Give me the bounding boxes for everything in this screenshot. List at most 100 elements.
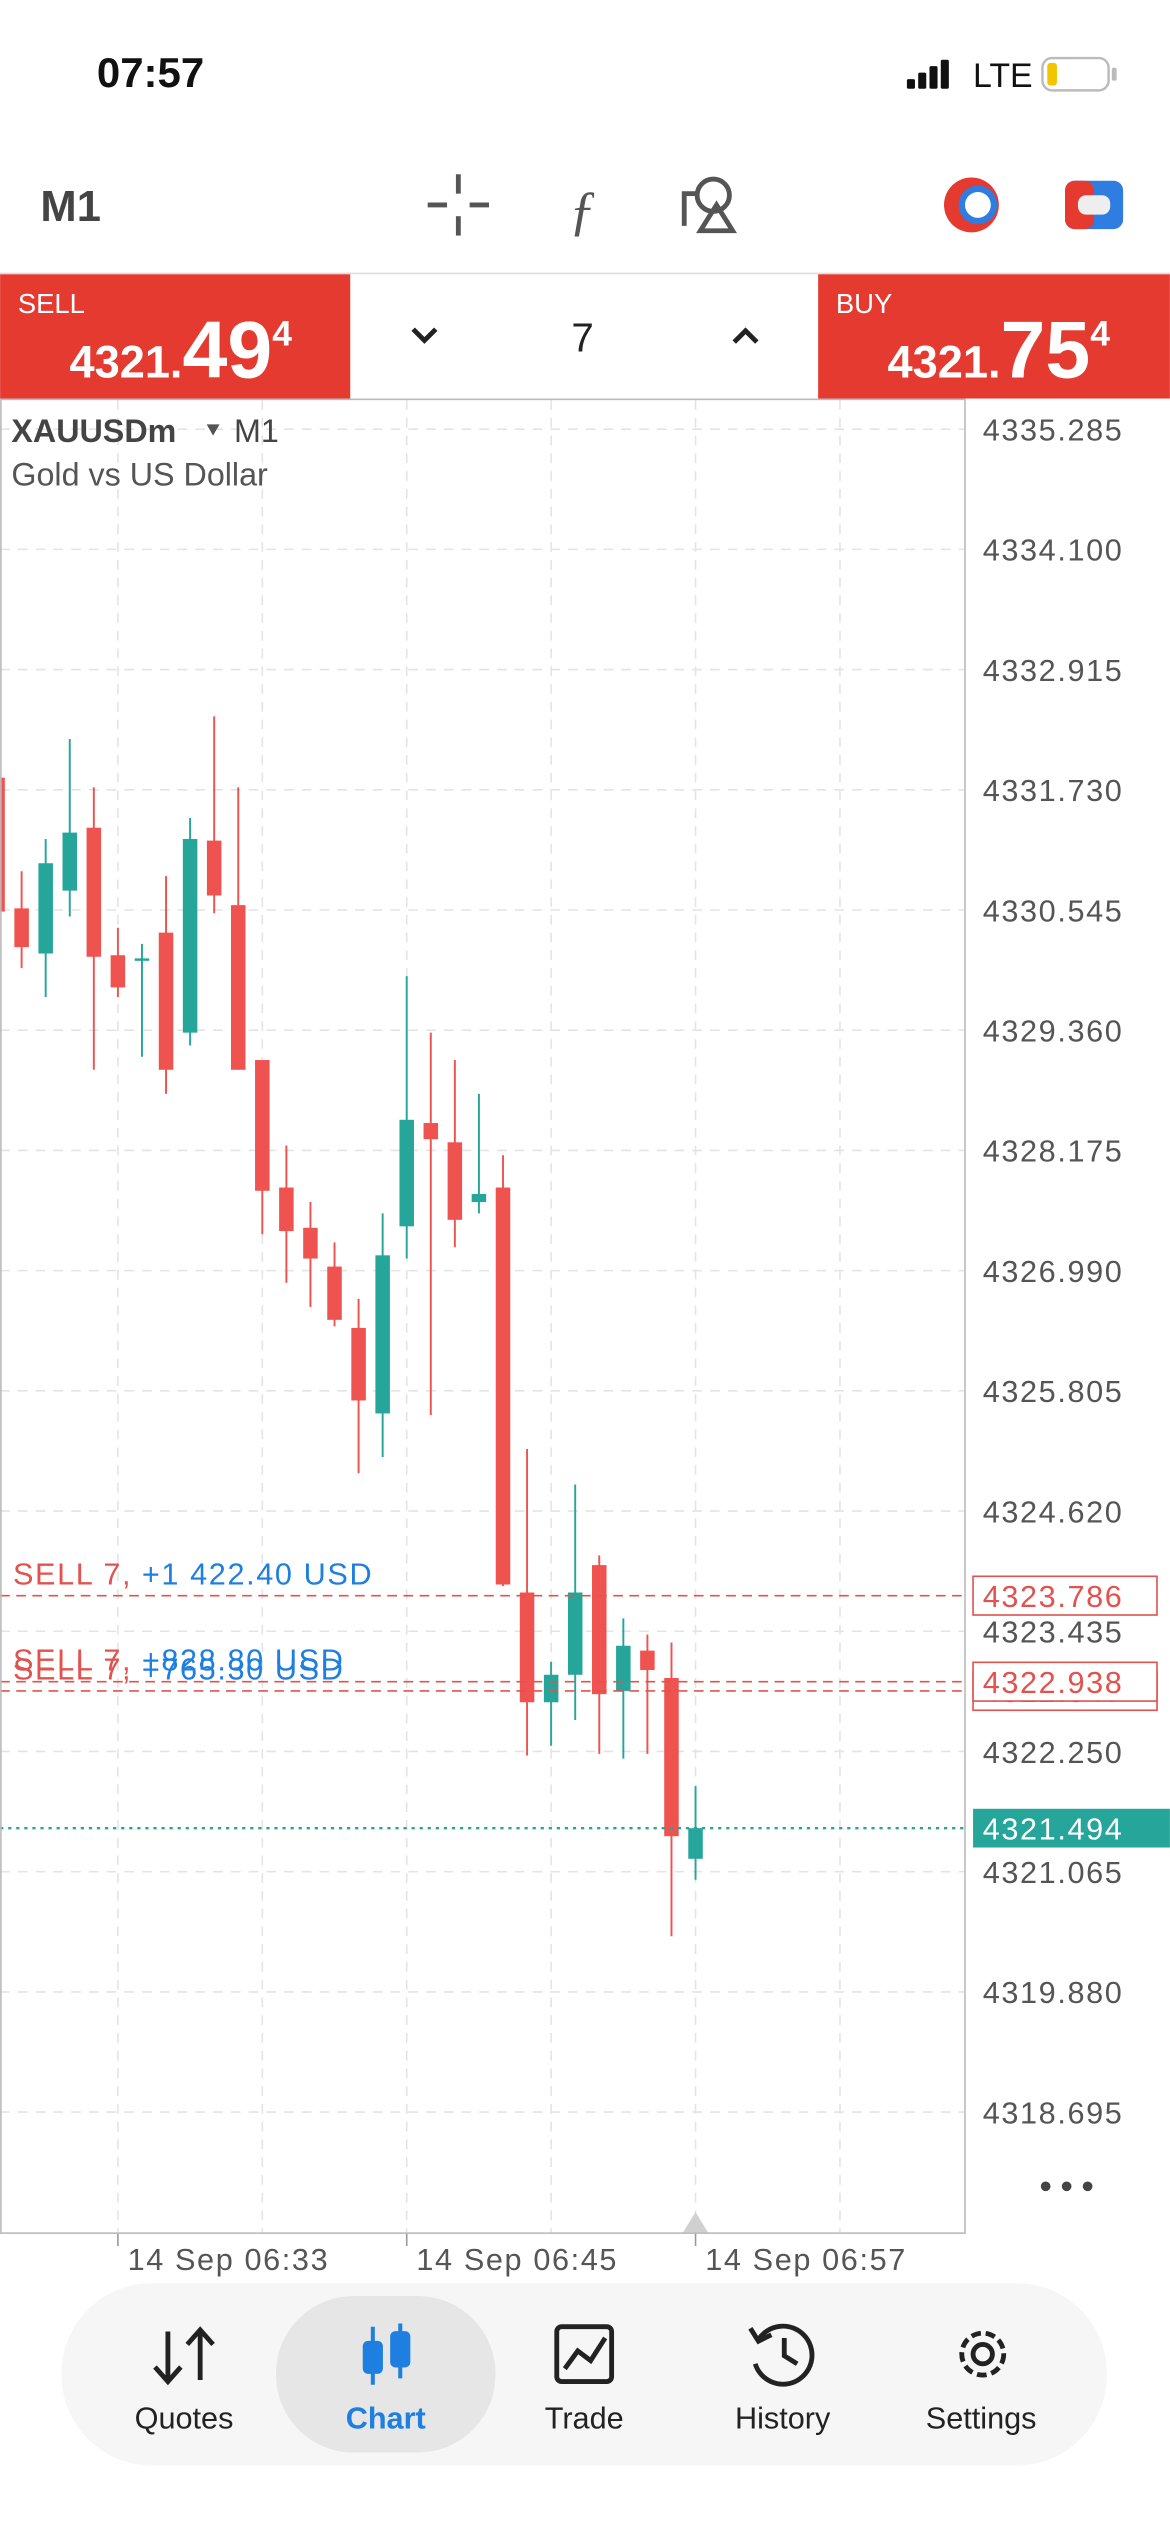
sell-price: 4321.494	[69, 306, 292, 396]
candle-body	[423, 1123, 439, 1140]
y-tick-label: 4319.880	[983, 1976, 1124, 2010]
timeframe-button[interactable]: M1	[40, 183, 101, 231]
order-label: SELL 7, +1 422.40 USD	[13, 1557, 373, 1591]
network-type: LTE	[973, 57, 1033, 95]
volume[interactable]: 7	[571, 315, 593, 361]
buy-price: 4321.754	[888, 306, 1111, 396]
order-price-box	[972, 1661, 1158, 1702]
y-tick-label: 4335.285	[983, 413, 1124, 447]
y-tick-label: 4323.435	[983, 1616, 1124, 1650]
nav-item[interactable]: Quotes	[135, 2401, 234, 2435]
candle-body	[640, 1650, 655, 1671]
candle-body	[110, 955, 126, 988]
buy-price-sup: 4	[1090, 313, 1110, 353]
y-tick-label: 4321.065	[983, 1856, 1124, 1890]
y-tick-label: 4331.730	[983, 774, 1124, 808]
crosshair-icon[interactable]	[427, 174, 489, 236]
plot-border	[0, 398, 966, 2234]
x-tick-label: 14 Sep 06:45	[416, 2243, 618, 2277]
candle-body	[351, 1327, 366, 1401]
candle-body	[303, 1227, 318, 1259]
candle-body	[255, 1060, 270, 1191]
y-tick-label: 4325.805	[983, 1375, 1124, 1409]
candle-body	[134, 958, 150, 961]
y-tick-label: 4334.100	[983, 534, 1124, 568]
y-tick-label: 4328.175	[983, 1135, 1124, 1169]
quotes-icon	[153, 2326, 215, 2386]
candle-body	[62, 832, 78, 891]
order-price-label: 4322.938	[983, 1666, 1124, 1700]
bid-price-box	[973, 1808, 1170, 1848]
y-tick-label: 4322.250	[983, 1736, 1124, 1770]
candle-body	[14, 908, 29, 948]
y-tick-label: 4324.620	[983, 1495, 1124, 1529]
signal-icon	[906, 59, 949, 89]
nav-item[interactable]: Settings	[926, 2401, 1037, 2435]
trade-nav-icon	[554, 2324, 615, 2384]
candle-body	[375, 1255, 390, 1414]
symbol-dropdown[interactable]	[206, 424, 220, 436]
candle-body	[279, 1187, 294, 1232]
trade-icon[interactable]	[1065, 180, 1124, 230]
x-tick-label: 14 Sep 06:57	[705, 2243, 907, 2277]
y-tick-label: 4326.990	[983, 1255, 1124, 1289]
chart-timeframe: M1	[234, 413, 279, 449]
y-tick-label: 4332.915	[983, 654, 1124, 688]
candle-body	[327, 1266, 342, 1320]
candle-body	[206, 840, 222, 896]
symbol-description: Gold vs US Dollar	[11, 457, 268, 493]
nav-bar	[61, 2283, 1107, 2466]
y-tick-label: 4318.695	[983, 2096, 1124, 2130]
sell-button[interactable]	[0, 274, 351, 399]
account-icon[interactable]	[944, 177, 999, 233]
objects-icon[interactable]	[681, 176, 738, 234]
candle-body	[38, 863, 53, 954]
bid-price-label: 4321.494	[983, 1812, 1124, 1846]
buy-price-main: 4321.	[888, 337, 1001, 388]
sell-price-main: 4321.	[69, 337, 182, 388]
candle-body	[519, 1592, 535, 1703]
candle-body	[399, 1119, 414, 1227]
sell-label: SELL	[18, 288, 85, 319]
candle-body	[471, 1193, 487, 1203]
volume-up[interactable]	[732, 327, 759, 344]
order-label: SELL 7, +765.30 USD	[13, 1653, 344, 1687]
y-tick-label: 4330.545	[983, 894, 1124, 928]
order-profit: +765.30 USD	[142, 1653, 345, 1687]
candle-body	[158, 932, 174, 1070]
nav-item[interactable]: Chart	[346, 2401, 426, 2435]
volume-down[interactable]	[411, 327, 438, 344]
order-profit: +828.80 USD	[142, 1643, 345, 1677]
nav-item[interactable]: Trade	[545, 2401, 624, 2435]
more-button[interactable]	[1040, 2181, 1093, 2192]
symbol: XAUUSDm	[11, 413, 176, 449]
sell-price-sup: 4	[272, 313, 292, 353]
battery-icon	[1041, 56, 1117, 92]
clock: 07:57	[97, 49, 204, 96]
chart-icon	[362, 2323, 411, 2385]
candle-body	[592, 1565, 607, 1695]
buy-button[interactable]	[818, 274, 1170, 399]
x-tick-label: 14 Sep 06:33	[128, 2243, 330, 2277]
candle-body	[447, 1142, 463, 1220]
candle-body	[86, 827, 102, 957]
indicators-icon[interactable]: ƒ	[569, 180, 596, 241]
order-price-label: 4323.786	[983, 1580, 1124, 1614]
order-profit: +1 422.40 USD	[142, 1557, 373, 1591]
order-side: SELL 7,	[13, 1557, 132, 1591]
y-tick-label: 4329.360	[983, 1015, 1124, 1049]
order-side: SELL 7,	[13, 1643, 132, 1677]
candle-body	[495, 1187, 511, 1585]
candle-body	[0, 777, 5, 912]
candle-body	[616, 1645, 631, 1691]
candle-body	[688, 1828, 703, 1859]
order-side: SELL 7,	[13, 1653, 132, 1687]
nav-item[interactable]: History	[735, 2401, 831, 2435]
candle-body	[182, 838, 198, 1033]
candle-body	[543, 1674, 559, 1703]
buy-price-big: 75	[1001, 306, 1091, 396]
order-label: SELL 7, +828.80 USD	[13, 1643, 344, 1677]
candle-body	[664, 1678, 679, 1837]
